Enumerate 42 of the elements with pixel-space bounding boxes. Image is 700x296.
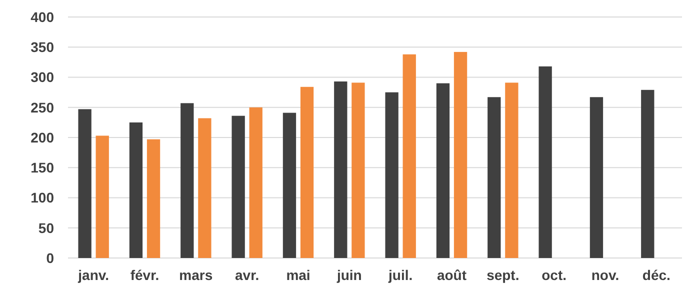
bar xyxy=(232,116,245,258)
x-tick-label: juil. xyxy=(388,267,413,283)
bar xyxy=(96,136,109,258)
x-tick-label: févr. xyxy=(130,267,160,283)
bar xyxy=(249,107,262,258)
bar xyxy=(146,139,160,258)
y-tick-label: 200 xyxy=(30,129,54,146)
bar xyxy=(334,81,348,258)
bar xyxy=(454,52,468,258)
bar xyxy=(78,109,92,258)
y-tick-label: 400 xyxy=(30,8,54,25)
bar xyxy=(488,97,501,258)
bar xyxy=(436,83,450,258)
bar xyxy=(198,118,212,258)
y-tick-label: 250 xyxy=(30,99,54,116)
x-tick-label: nov. xyxy=(591,267,620,283)
x-tick-label: avr. xyxy=(235,267,260,283)
bar xyxy=(352,82,365,258)
x-tick-label: déc. xyxy=(642,267,670,283)
x-tick-label: sept. xyxy=(486,267,520,283)
bar xyxy=(300,86,314,258)
bar xyxy=(282,112,296,258)
bar xyxy=(402,54,416,258)
y-tick-label: 300 xyxy=(30,69,54,86)
x-tick-label: août xyxy=(436,267,467,283)
bar xyxy=(505,82,518,258)
bar xyxy=(538,66,552,258)
x-tick-label: mars xyxy=(179,267,213,283)
bar xyxy=(180,103,194,258)
y-tick-label: 50 xyxy=(38,220,54,236)
x-tick-label: oct. xyxy=(542,267,567,283)
y-tick-label: 0 xyxy=(46,250,54,266)
x-tick-label: janv. xyxy=(77,267,110,283)
bar xyxy=(590,97,604,258)
bar xyxy=(129,122,143,258)
x-tick-label: juin xyxy=(336,267,362,283)
bar xyxy=(385,92,398,258)
bar xyxy=(641,90,654,258)
y-tick-label: 350 xyxy=(30,39,54,56)
y-tick-label: 150 xyxy=(30,160,54,176)
y-tick-label: 100 xyxy=(30,190,54,206)
x-tick-label: mai xyxy=(286,267,310,283)
